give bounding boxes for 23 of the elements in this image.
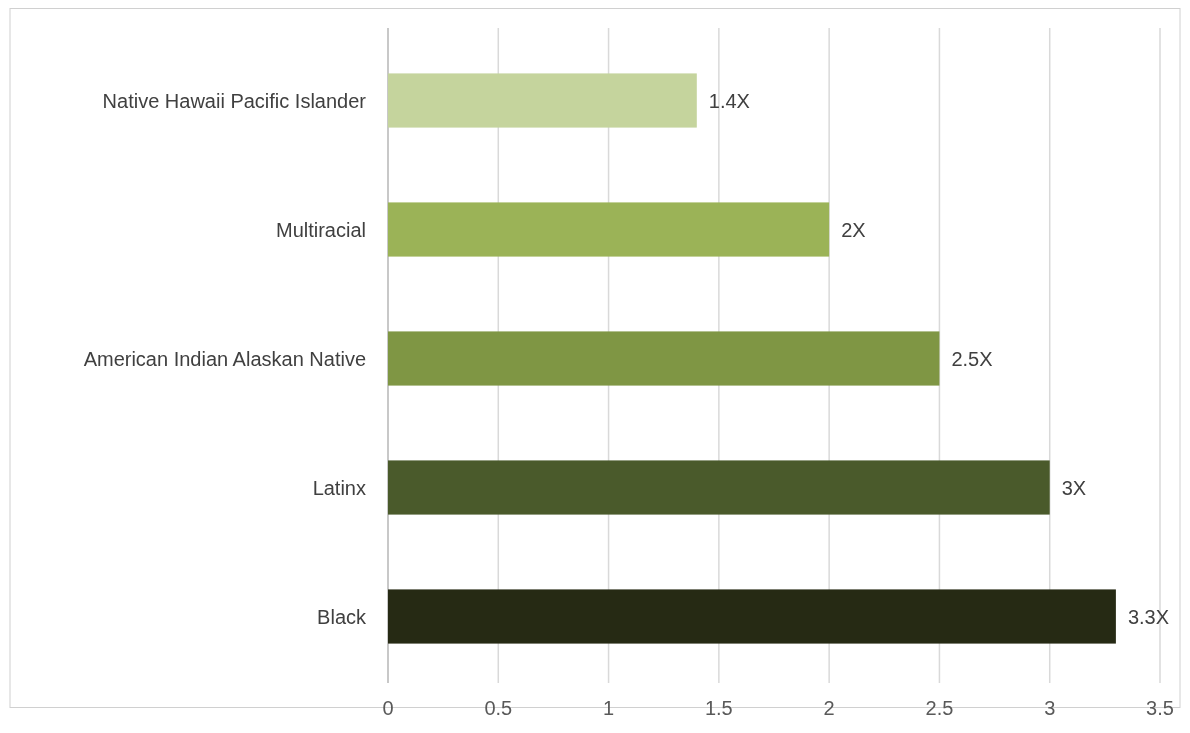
x-tick-label: 2.5	[925, 697, 954, 719]
x-tick-label: 1	[603, 697, 615, 719]
y-tick-label: Native Hawaii Pacific Islander	[102, 89, 367, 112]
data-label: 3X	[1061, 476, 1087, 499]
bar	[388, 331, 940, 386]
data-label: 2.5X	[951, 347, 993, 370]
data-label: 3.3X	[1127, 605, 1170, 628]
x-tick-label: 0.5	[484, 697, 513, 719]
x-tick-label: 1.5	[704, 697, 733, 719]
bar	[388, 202, 830, 257]
x-tick-label: 3	[1044, 697, 1056, 719]
bar	[388, 73, 697, 128]
data-label: 2X	[841, 218, 866, 241]
bar	[388, 460, 1050, 515]
data-label: 1.4X	[708, 89, 750, 112]
x-tick-label: 2	[823, 697, 835, 719]
y-tick-label: Multiracial	[275, 218, 366, 241]
y-tick-label: American Indian Alaskan Native	[83, 347, 366, 370]
x-tick-label: 0	[382, 697, 394, 719]
bar	[388, 589, 1116, 644]
y-tick-label: Black	[317, 605, 367, 628]
y-tick-label: Latinx	[312, 476, 366, 499]
x-tick-label: 3.5	[1146, 697, 1174, 719]
